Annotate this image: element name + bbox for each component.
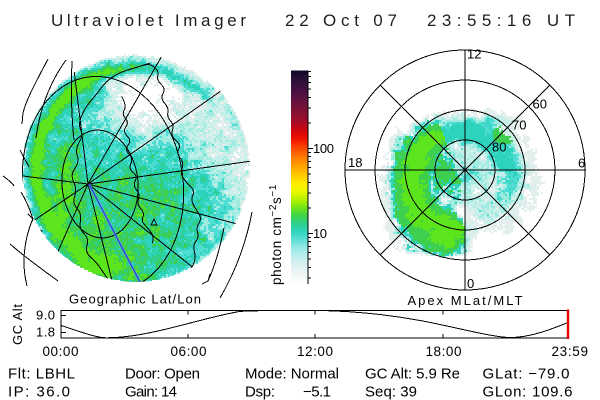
svg-text:9.0: 9.0	[36, 308, 55, 323]
svg-text:Geographic Lat/Lon: Geographic Lat/Lon	[69, 292, 201, 307]
svg-text:GLon: 109.6: GLon: 109.6	[483, 384, 573, 400]
svg-text:Flt: LBHL: Flt: LBHL	[8, 366, 75, 383]
svg-text:10: 10	[313, 226, 327, 241]
svg-text:Seq: 39: Seq: 39	[365, 384, 417, 400]
svg-text:−5.1: −5.1	[303, 384, 331, 400]
svg-text:23:59: 23:59	[552, 344, 589, 359]
svg-text:1.8: 1.8	[36, 325, 55, 340]
svg-text:22 Oct 07: 22 Oct 07	[285, 11, 397, 30]
svg-text:6: 6	[578, 156, 585, 171]
svg-text:70: 70	[512, 118, 526, 133]
svg-text:GLat: −79.0: GLat: −79.0	[483, 366, 570, 383]
svg-text:80: 80	[492, 140, 506, 155]
svg-text:GC Alt: GC Alt	[10, 304, 25, 345]
svg-text:Gain: 14: Gain: 14	[125, 384, 177, 400]
svg-text:GC Alt: 5.9 Re: GC Alt: 5.9 Re	[365, 366, 460, 383]
svg-text:06:00: 06:00	[171, 344, 207, 359]
svg-text:12: 12	[467, 47, 481, 62]
svg-text:Apex MLat/MLT: Apex MLat/MLT	[408, 293, 523, 308]
svg-text:0: 0	[467, 276, 474, 291]
svg-text:60: 60	[533, 97, 547, 112]
svg-text:photon cm−2s−1: photon cm−2s−1	[268, 184, 284, 285]
svg-text:00:00: 00:00	[43, 344, 79, 359]
svg-text:IP: 36.0: IP: 36.0	[8, 384, 70, 400]
svg-text:23:55:16 UT: 23:55:16 UT	[427, 11, 575, 30]
svg-text:Door: Open: Door: Open	[125, 366, 200, 383]
svg-text:100: 100	[313, 141, 334, 156]
svg-text:Dsp:: Dsp:	[245, 384, 275, 400]
svg-text:Mode: Normal: Mode: Normal	[245, 366, 339, 383]
svg-text:Ultraviolet Imager: Ultraviolet Imager	[51, 11, 246, 30]
svg-text:18: 18	[348, 155, 362, 170]
svg-text:12:00: 12:00	[297, 344, 333, 359]
svg-text:18:00: 18:00	[426, 344, 462, 359]
